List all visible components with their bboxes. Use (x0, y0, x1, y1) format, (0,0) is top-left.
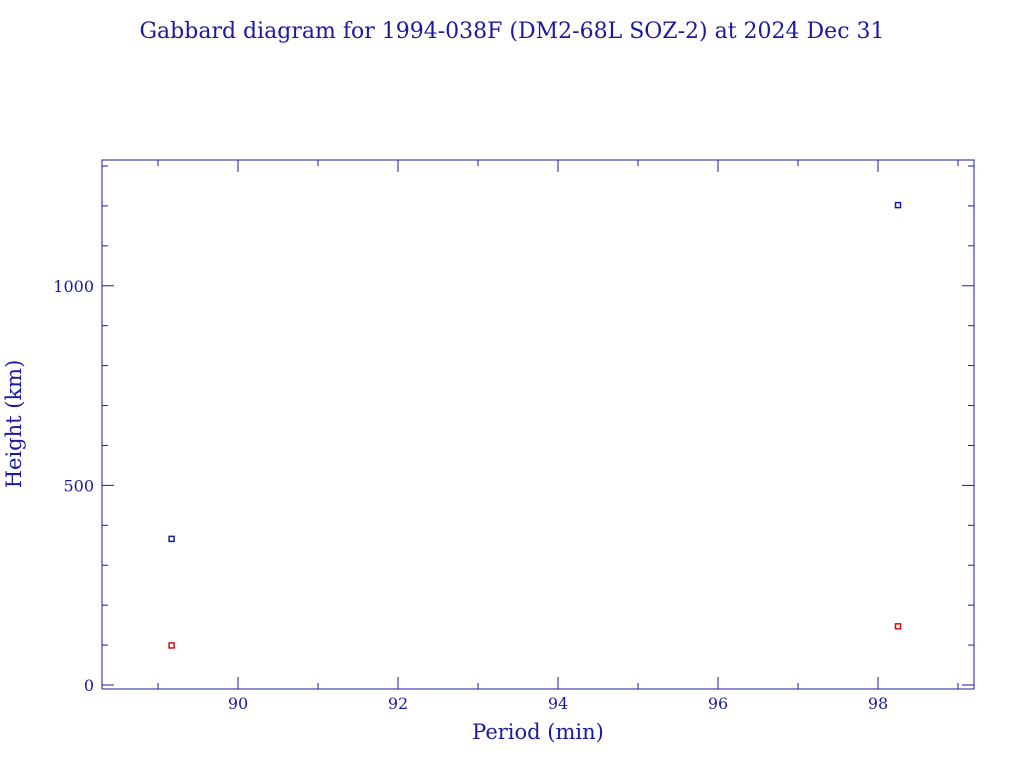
x-axis-label: Period (min) (472, 720, 604, 744)
tick-labels: 90 92 94 96 98 0 500 1000 (53, 277, 888, 713)
data-points (168, 201, 902, 649)
axis-ticks (102, 160, 974, 689)
x-tick-label: 96 (708, 694, 728, 713)
y-tick-label: 500 (63, 476, 94, 495)
x-tick-label: 98 (868, 694, 888, 713)
x-tick-label: 92 (388, 694, 408, 713)
y-axis-label: Height (km) (2, 360, 26, 489)
data-point (168, 642, 175, 649)
y-tick-label: 1000 (53, 277, 94, 296)
data-point (894, 623, 902, 630)
data-point (168, 535, 175, 543)
y-tick-label: 0 (84, 676, 94, 695)
x-tick-label: 90 (228, 694, 248, 713)
data-point (894, 201, 902, 209)
plot-frame (101, 159, 975, 690)
x-tick-label: 94 (548, 694, 568, 713)
chart-title: Gabbard diagram for 1994-038F (DM2-68L S… (139, 19, 884, 44)
